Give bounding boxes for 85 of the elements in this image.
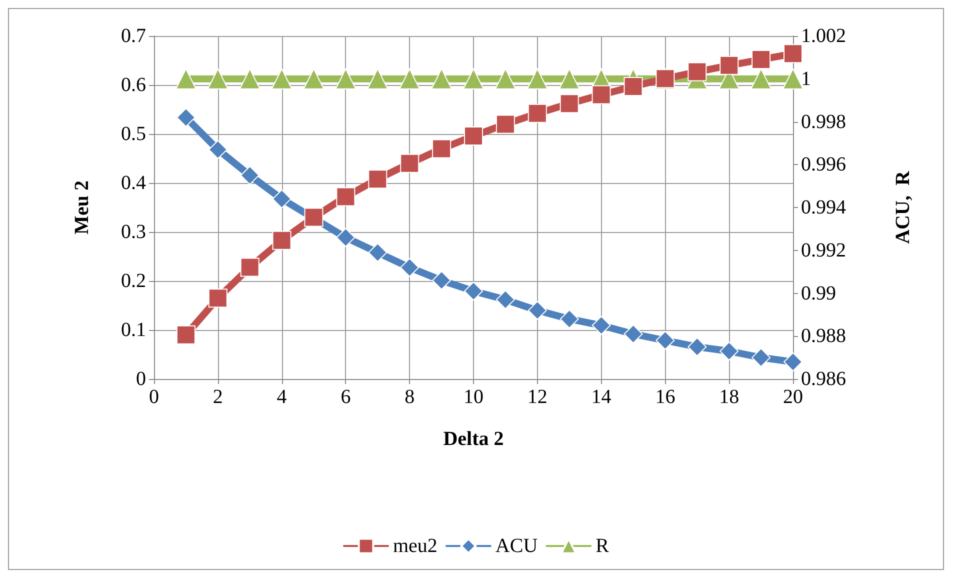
point: [175, 68, 196, 90]
point: [592, 316, 611, 335]
point: [496, 114, 515, 134]
point: [592, 85, 611, 104]
point: [720, 56, 739, 75]
point: [752, 50, 771, 70]
y2-tick-label: 0.988: [801, 325, 846, 348]
point: [432, 270, 452, 290]
x-tick-label: 12: [527, 386, 548, 408]
point: [303, 68, 324, 90]
x-tick-label: 6: [340, 386, 351, 408]
point: [207, 68, 228, 90]
point: [240, 166, 260, 185]
point: [560, 94, 579, 114]
point: [400, 258, 420, 278]
x-tick-label: 20: [783, 386, 803, 408]
point: [463, 68, 484, 90]
y2-tick-label: 1.002: [801, 25, 846, 47]
point: [784, 352, 802, 372]
point: [656, 330, 675, 350]
legend-label: R: [596, 535, 610, 557]
point: [336, 187, 356, 206]
point: [688, 62, 707, 82]
point: [464, 126, 483, 146]
x-tick-label: 16: [655, 386, 676, 408]
point: [558, 68, 580, 90]
point: [239, 68, 260, 90]
point: [208, 140, 228, 160]
y2-tick-label: 0.994: [801, 196, 846, 218]
x-tick-label: 2: [212, 386, 223, 408]
point: [526, 68, 548, 90]
point: [208, 288, 228, 308]
y-tick-label: 0.1: [121, 319, 146, 341]
y-tick-label: 0.5: [121, 123, 146, 145]
y2-tick-label: 0.998: [801, 110, 846, 133]
y-tick-label: 0: [136, 368, 146, 390]
legend-label: ACU: [495, 535, 538, 557]
y2-tick-label: 0.992: [801, 239, 846, 262]
y-tick-label: 0.6: [121, 74, 146, 96]
point: [528, 300, 547, 320]
x-tick-label: 4: [276, 386, 287, 408]
point: [271, 68, 292, 90]
point: [272, 230, 292, 250]
point: [399, 68, 420, 90]
point: [752, 348, 771, 368]
point: [496, 290, 515, 310]
point: [368, 243, 388, 262]
point: [464, 282, 483, 301]
point: [750, 68, 772, 90]
point: [624, 324, 643, 344]
x-tick-label: 14: [591, 386, 612, 408]
point: [176, 108, 196, 127]
point: [240, 258, 260, 277]
point: [432, 139, 452, 158]
x-tick-label: 8: [404, 386, 415, 408]
y-tick-label: 0.3: [121, 221, 146, 243]
point: [336, 228, 356, 248]
point: [784, 44, 802, 64]
x-axis-title: Delta 2: [443, 428, 504, 450]
y2-axis-title: ACU, R: [892, 170, 914, 244]
point: [560, 309, 579, 328]
point: [431, 68, 452, 90]
legend-label: meu2: [393, 535, 438, 557]
y-axis-title: Meu 2: [71, 180, 93, 234]
point: [688, 337, 707, 356]
y-tick-label: 0.7: [121, 25, 146, 47]
y2-tick-label: 1: [801, 68, 811, 90]
point: [494, 68, 516, 90]
point: [400, 154, 420, 173]
y2-tick-label: 0.996: [801, 154, 846, 176]
y2-tick-label: 0.99: [801, 282, 836, 304]
point: [720, 342, 739, 361]
y-tick-label: 0.2: [121, 270, 146, 292]
point: [528, 104, 547, 123]
y2-tick-label: 0.986: [801, 368, 846, 390]
y-tick-label: 0.4: [121, 172, 146, 194]
x-tick-label: 10: [464, 386, 484, 408]
point: [176, 325, 196, 344]
point: [272, 189, 292, 208]
point: [367, 68, 388, 90]
point: [782, 68, 804, 90]
x-tick-label: 18: [719, 386, 740, 408]
point: [335, 68, 356, 90]
point: [368, 170, 388, 189]
point: [624, 76, 643, 96]
